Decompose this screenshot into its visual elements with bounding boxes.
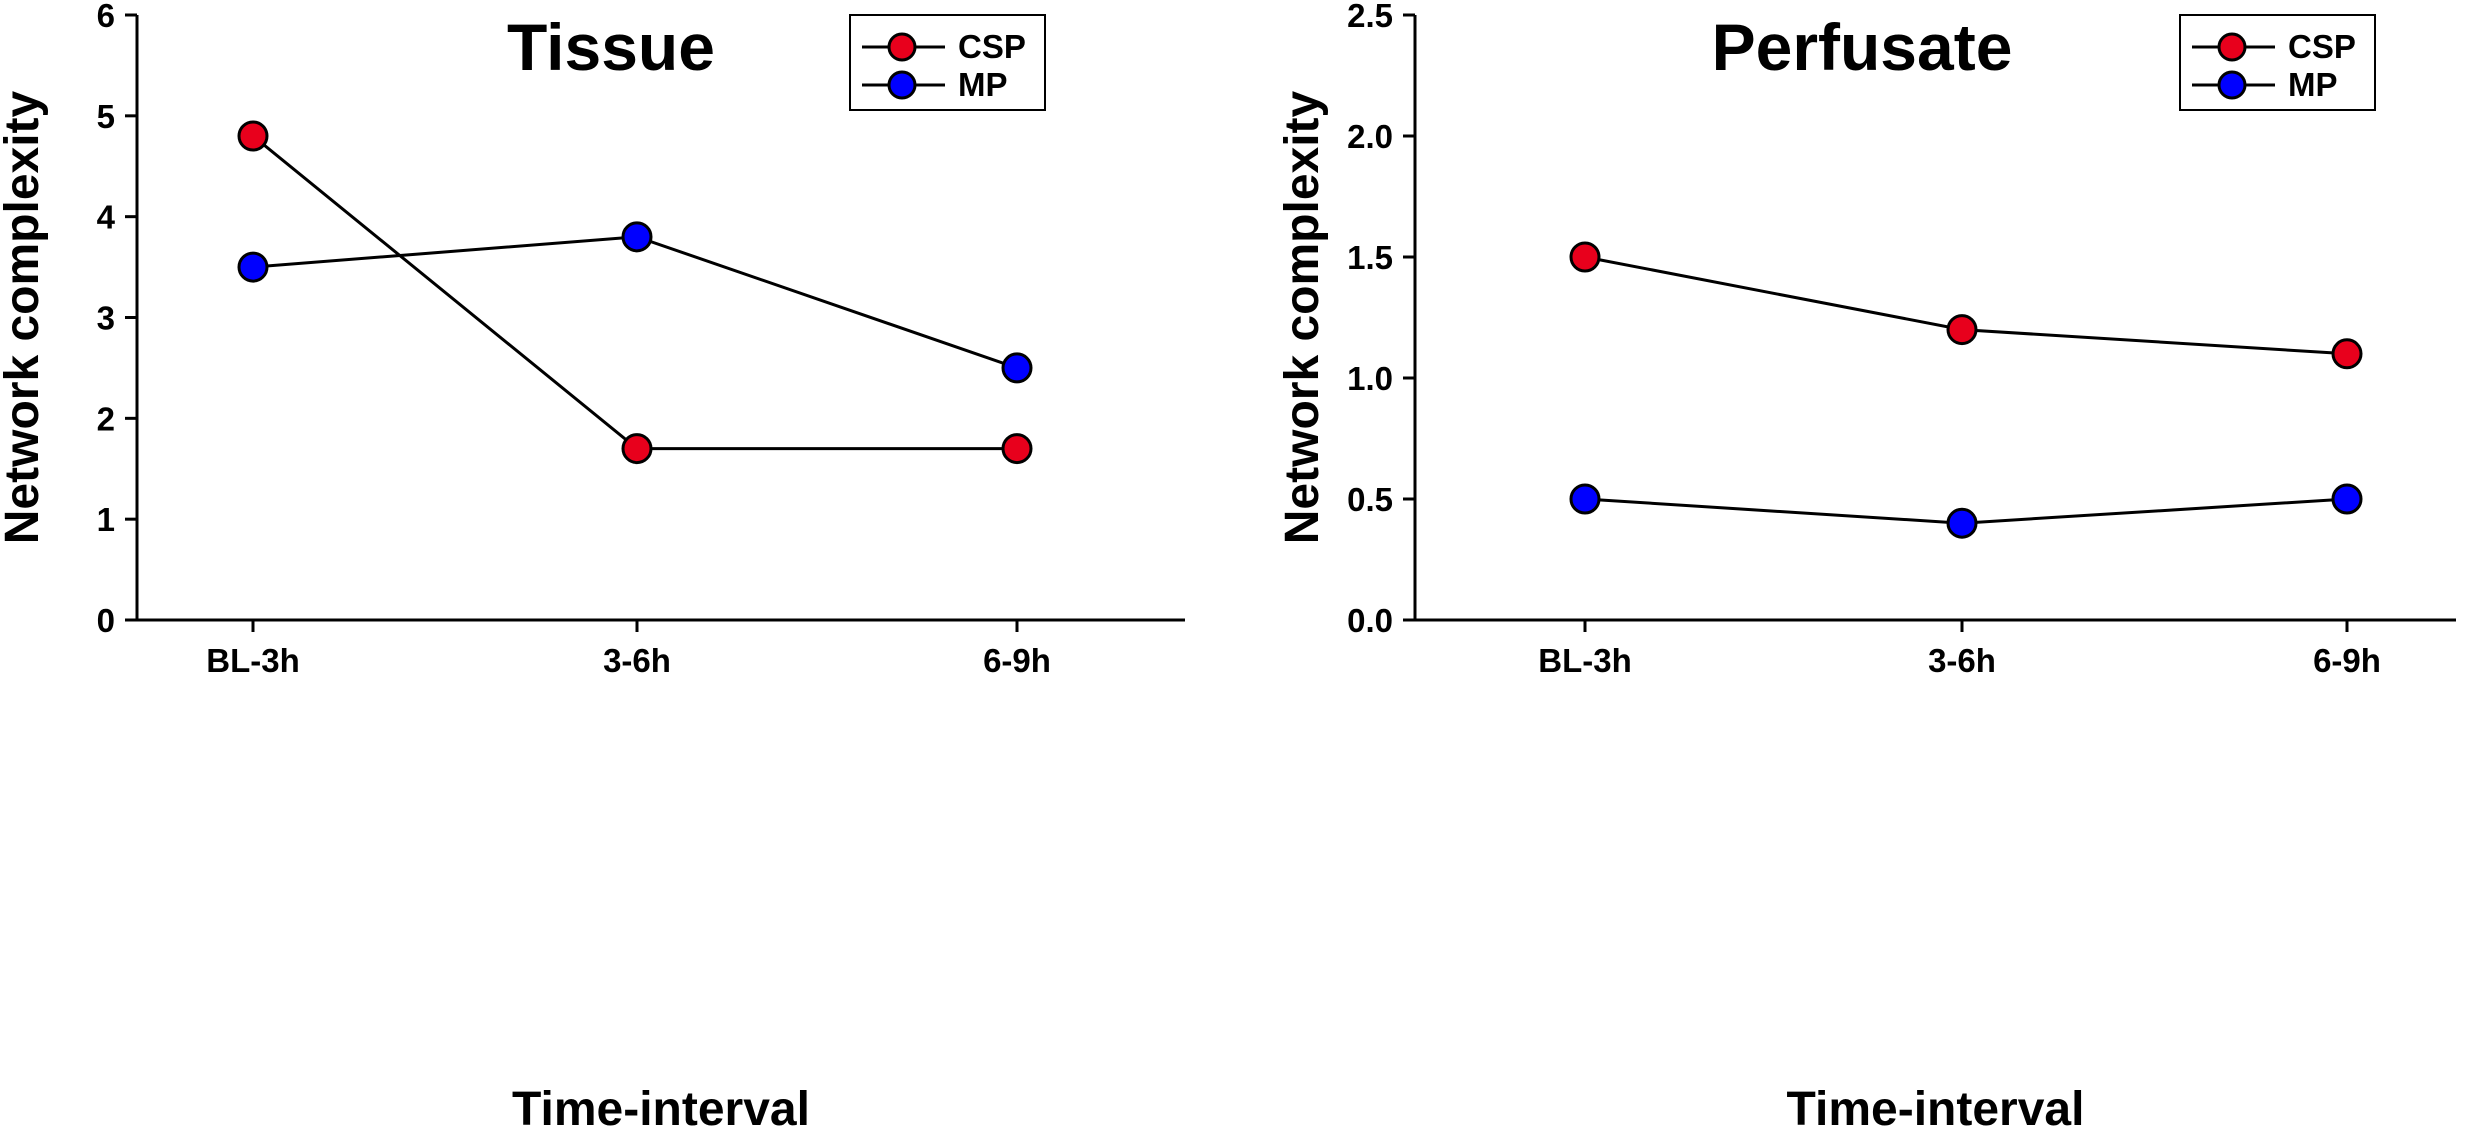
x-tick-label: BL-3h: [206, 642, 300, 679]
y-tick-label: 0: [97, 602, 115, 639]
x-tick-label: BL-3h: [1538, 642, 1632, 679]
data-point-csp: [2331, 338, 2363, 370]
x-axis-title: Time-interval: [512, 1083, 810, 1136]
data-point-csp: [621, 433, 653, 465]
y-tick-label: 5: [97, 98, 115, 135]
chart-title: Tissue: [507, 10, 715, 84]
data-point-mp: [2331, 483, 2363, 515]
y-tick-label: 2: [97, 400, 115, 437]
data-point-csp: [1946, 314, 1978, 346]
y-tick-label: 1.5: [1347, 239, 1393, 276]
legend-label-mp: MP: [958, 66, 1008, 103]
data-point-mp: [237, 251, 269, 283]
legend: CSP MP: [2179, 14, 2376, 111]
legend-label-csp: CSP: [2288, 28, 2356, 65]
x-axis-title: Time-interval: [1787, 1083, 2085, 1136]
legend-marker-csp: [2217, 32, 2247, 62]
legend-box: [849, 14, 1046, 111]
x-tick-label: 6-9h: [2313, 642, 2381, 679]
data-point-mp: [1946, 507, 1978, 539]
y-tick-label: 3: [97, 300, 115, 337]
data-point-csp: [237, 120, 269, 152]
legend-box: [2179, 14, 2376, 111]
data-point-mp: [1569, 483, 1601, 515]
y-axis-title: Network complexity: [1276, 90, 1329, 544]
x-tick-label: 3-6h: [603, 642, 671, 679]
legend-marker-mp: [887, 70, 917, 100]
y-tick-label: 2.0: [1347, 118, 1393, 155]
data-point-csp: [1001, 433, 1033, 465]
y-tick-label: 1.0: [1347, 360, 1393, 397]
y-tick-label: 0.5: [1347, 481, 1393, 518]
legend-marker-csp: [887, 32, 917, 62]
legend: CSP MP: [849, 14, 1046, 111]
data-point-csp: [1569, 241, 1601, 273]
data-point-mp: [621, 221, 653, 253]
x-tick-label: 6-9h: [983, 642, 1051, 679]
chart-perfusate: Perfusate Time-interval Network complexi…: [1276, 0, 2456, 1136]
x-tick-label: 3-6h: [1928, 642, 1996, 679]
y-tick-label: 6: [97, 0, 115, 34]
series-line-mp: [252, 235, 1018, 370]
legend-marker-mp: [2217, 70, 2247, 100]
legend-label-mp: MP: [2288, 66, 2338, 103]
data-point-mp: [1001, 352, 1033, 384]
chart-tissue: Tissue Time-interval Network complexity …: [0, 0, 1185, 1136]
y-axis-title: Network complexity: [0, 90, 49, 544]
y-tick-label: 0.0: [1347, 602, 1393, 639]
legend-label-csp: CSP: [958, 28, 1026, 65]
series-line-csp: [252, 134, 1017, 451]
y-tick-label: 1: [97, 501, 115, 538]
y-tick-label: 4: [97, 199, 116, 236]
chart-title: Perfusate: [1712, 10, 2013, 84]
y-tick-label: 2.5: [1347, 0, 1393, 34]
